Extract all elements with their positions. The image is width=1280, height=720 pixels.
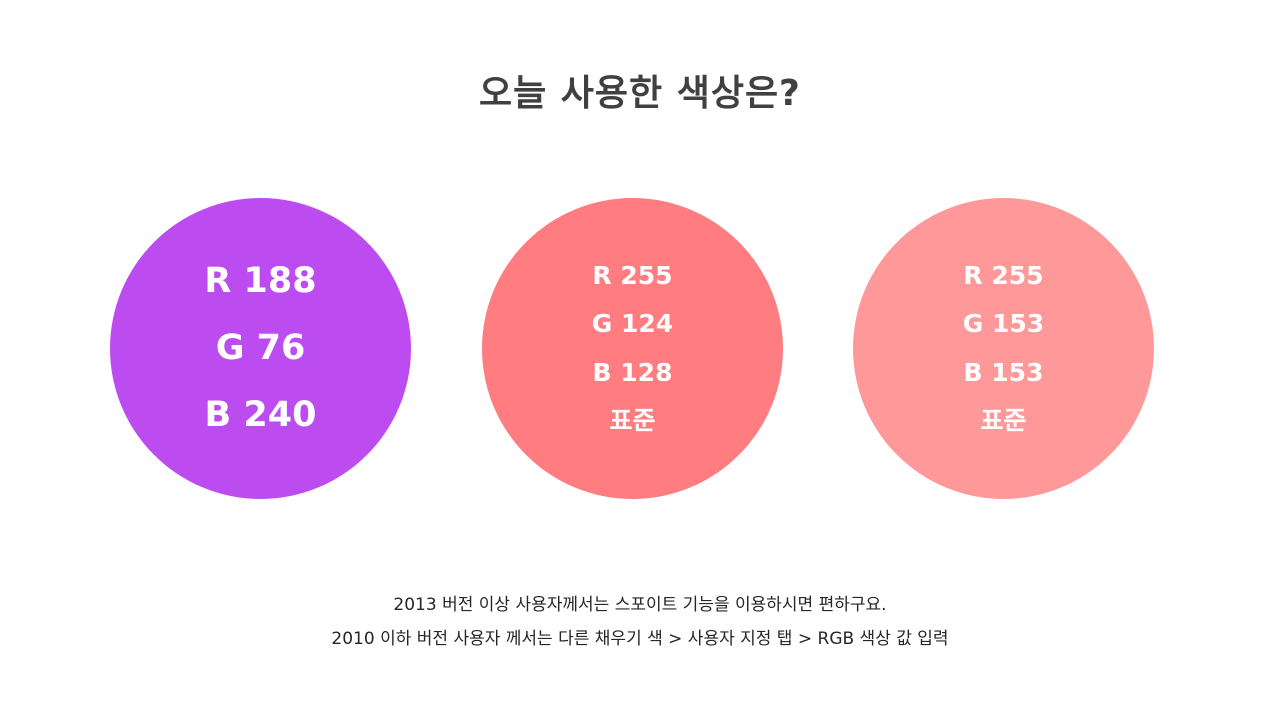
- note-line-2013: 2013 버전 이상 사용자께서는 스포이트 기능을 이용하시면 편하구요.: [393, 595, 887, 615]
- color-swatch-pink: R 255 G 153 B 153 표준: [853, 198, 1154, 499]
- color-swatch-purple: R 188 G 76 B 240: [110, 198, 411, 499]
- swatch-green-value: G 153: [962, 309, 1045, 338]
- swatch-red-value: R 188: [204, 261, 317, 301]
- swatch-standard-label: 표준: [980, 406, 1027, 435]
- swatch-standard-label: 표준: [609, 406, 656, 435]
- swatch-blue-value: B 128: [592, 357, 673, 387]
- slide-title: 오늘 사용한 색상은?: [479, 73, 801, 114]
- swatch-red-value: R 255: [592, 260, 673, 290]
- swatch-red-value: R 255: [963, 260, 1044, 290]
- color-swatch-coral: R 255 G 124 B 128 표준: [482, 198, 783, 499]
- swatch-blue-value: B 153: [963, 357, 1044, 387]
- swatch-green-value: G 124: [591, 309, 674, 338]
- note-line-2010: 2010 이하 버전 사용자 께서는 다른 채우기 색 > 사용자 지정 탭 >…: [331, 629, 949, 649]
- swatch-blue-value: B 240: [204, 395, 317, 435]
- swatch-green-value: G 76: [215, 328, 306, 368]
- instruction-notes: 2013 버전 이상 사용자께서는 스포이트 기능을 이용하시면 편하구요. 2…: [0, 588, 1280, 656]
